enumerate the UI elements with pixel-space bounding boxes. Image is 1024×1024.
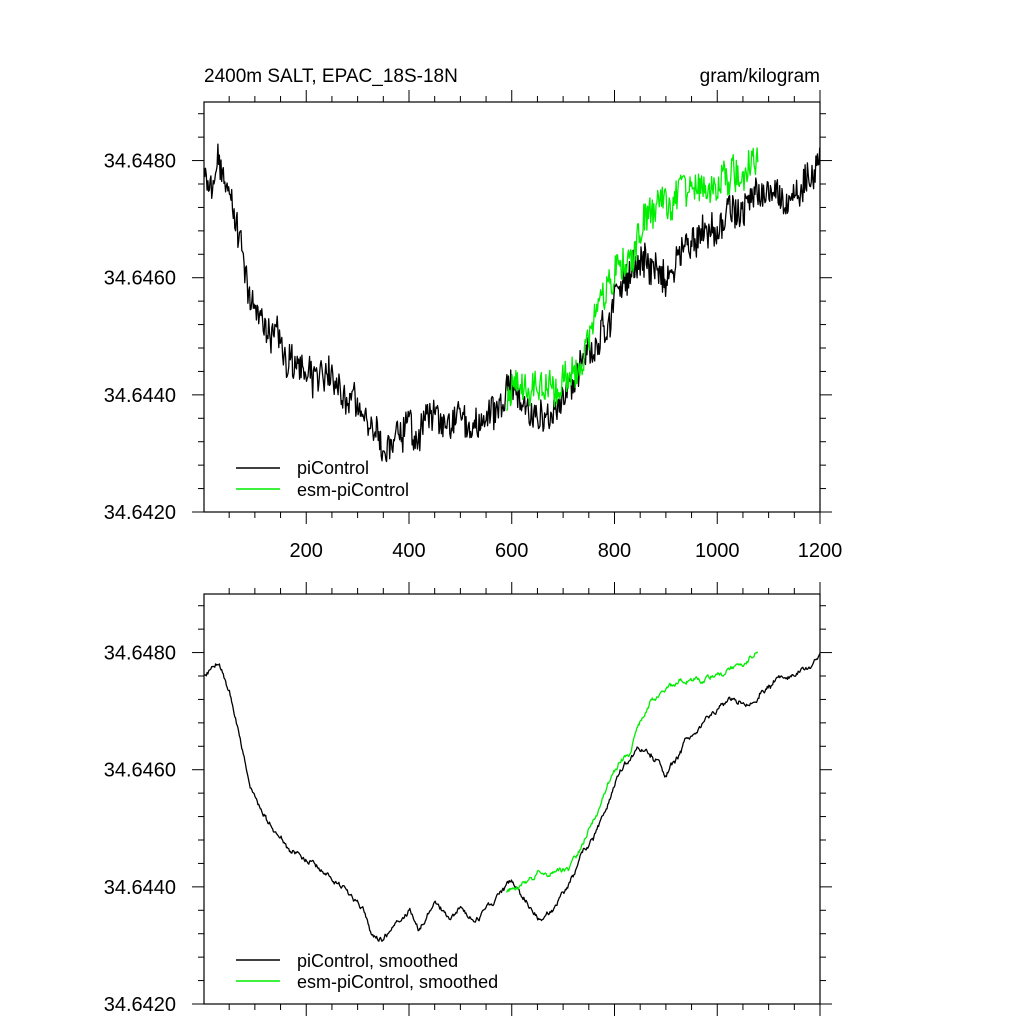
top-xtick-label: 600 (495, 540, 528, 562)
bottom-ytick-label: 34.6420 (104, 994, 176, 1016)
top-panel-title: 2400m SALT, EPAC_18S-18N (204, 66, 458, 87)
bottom-ytick-label: 34.6480 (104, 643, 176, 665)
bottom-panel: 34.6420 34.6440 34.6460 34.6480 piControl, … (104, 582, 832, 1016)
top-series-layer (203, 143, 821, 463)
top-ytick-label: 34.6480 (104, 151, 176, 173)
top-tick-layer (192, 90, 832, 524)
bottom-ytick-label: 34.6460 (104, 760, 176, 782)
top-panel: 2400m SALT, EPAC_18S-18N gram/kilogram 3… (104, 66, 843, 562)
top-legend-label-picontrol: piControl (297, 458, 369, 478)
top-ytick-label: 34.6460 (104, 268, 176, 290)
top-panel-units: gram/kilogram (700, 66, 820, 87)
top-legend: piControl esm-piControl (236, 458, 409, 500)
top-xtick-labels: 200 400 600 800 1000 1200 (290, 540, 843, 562)
top-xtick-label: 1000 (695, 540, 740, 562)
bottom-legend-label-picontrol: piControl, smoothed (297, 951, 458, 971)
bottom-series-esm-picontrol (506, 651, 759, 893)
top-ytick-label: 34.6420 (104, 502, 176, 524)
bottom-series-picontrol (203, 653, 821, 942)
top-xtick-label: 800 (598, 540, 631, 562)
bottom-series-layer (203, 651, 821, 942)
top-xtick-label: 400 (392, 540, 425, 562)
top-xtick-label: 200 (290, 540, 323, 562)
bottom-ytick-labels: 34.6420 34.6440 34.6460 34.6480 (104, 643, 176, 1016)
top-legend-label-esm-picontrol: esm-piControl (297, 480, 409, 500)
bottom-ytick-label: 34.6440 (104, 877, 176, 899)
bottom-legend: piControl, smoothed esm-piControl, smoot… (236, 951, 498, 992)
top-series-esm-picontrol (506, 147, 759, 412)
bottom-legend-label-esm-picontrol: esm-piControl, smoothed (297, 972, 498, 992)
top-ytick-label: 34.6440 (104, 385, 176, 407)
top-ytick-labels: 34.6420 34.6440 34.6460 34.6480 (104, 151, 176, 524)
bottom-tick-layer (192, 582, 832, 1016)
top-xtick-label: 1200 (798, 540, 843, 562)
